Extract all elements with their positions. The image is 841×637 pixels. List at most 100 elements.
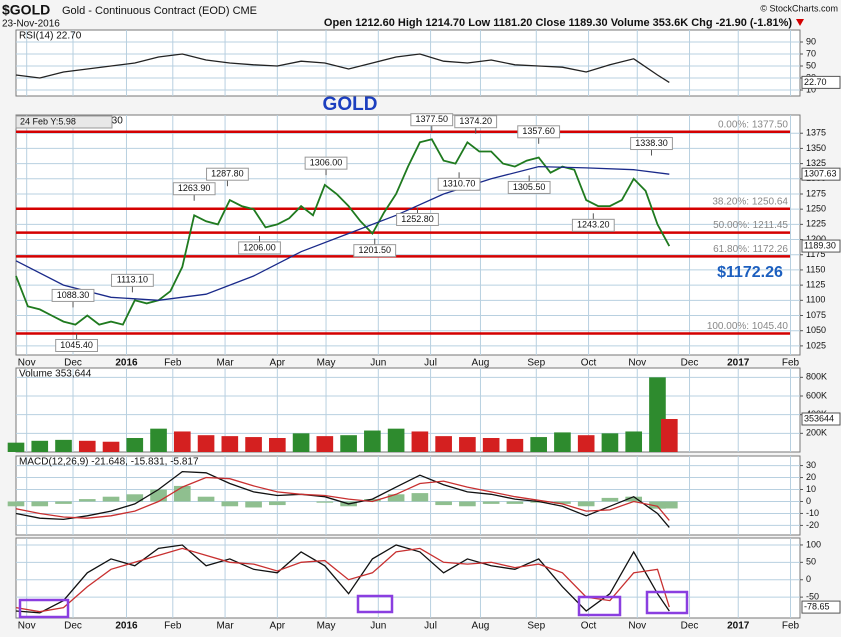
level-label: 38.20%: 1250.64 bbox=[712, 196, 788, 207]
series-line bbox=[15, 53, 670, 83]
y-tick-label: 1200 bbox=[806, 234, 826, 244]
annotation-box bbox=[437, 177, 481, 191]
annotation-box bbox=[410, 113, 454, 127]
bar bbox=[126, 438, 144, 452]
y-tick-label: 1100 bbox=[806, 295, 825, 305]
x-tick-label: Jun bbox=[370, 621, 386, 632]
bar bbox=[150, 489, 167, 502]
last-value-box bbox=[801, 412, 841, 426]
last-value-label: 1189.30 bbox=[804, 240, 836, 250]
bar bbox=[601, 433, 619, 452]
annotation-box bbox=[396, 212, 439, 226]
annotation-box bbox=[111, 273, 154, 287]
y-tick-label: 70 bbox=[806, 48, 816, 58]
x-tick-label: Feb bbox=[164, 358, 182, 369]
x-tick-label: Oct bbox=[581, 358, 597, 369]
chart-title: GOLD bbox=[323, 94, 378, 115]
x-tick-label: Aug bbox=[472, 358, 490, 369]
y-tick-label: 100 bbox=[806, 539, 821, 549]
x-tick-label: Sep bbox=[527, 621, 545, 632]
bar bbox=[387, 494, 405, 502]
x-tick-label: Feb bbox=[782, 621, 800, 632]
bar bbox=[661, 501, 678, 509]
quote: Open 1212.60 High 1214.70 Low 1181.20 Cl… bbox=[324, 17, 792, 29]
x-tick-label: Nov bbox=[628, 621, 646, 632]
bar bbox=[126, 494, 144, 502]
annotation-label: 1113.10 bbox=[117, 275, 148, 285]
x-tick-label: May bbox=[317, 358, 336, 369]
annotation-box bbox=[630, 137, 673, 151]
x-tick-label: 2017 bbox=[727, 621, 750, 632]
bar bbox=[7, 442, 25, 452]
x-tick-label: Dec bbox=[64, 358, 82, 369]
callout: $1172.26 bbox=[717, 264, 783, 281]
level-label: 50.00%: 1211.45 bbox=[713, 220, 788, 231]
annotation-label: 1263.90 bbox=[178, 183, 211, 193]
bar bbox=[482, 501, 500, 504]
annotation-label: 1243.20 bbox=[577, 220, 610, 230]
x-tick-label: Sep bbox=[527, 358, 545, 369]
annotation-label: 1338.30 bbox=[635, 138, 668, 148]
last-value-label: 22.70 bbox=[804, 77, 827, 87]
y-tick-label: 50 bbox=[806, 60, 816, 70]
x-tick-label: Oct bbox=[581, 621, 597, 632]
highlight-box bbox=[356, 594, 394, 614]
symbol: $GOLD bbox=[2, 2, 50, 18]
last-value-box bbox=[801, 75, 841, 89]
bar bbox=[31, 501, 49, 507]
annotation-box bbox=[304, 156, 348, 170]
y-tick-label: 1050 bbox=[806, 325, 826, 335]
x-tick-label: Jul bbox=[424, 621, 437, 632]
bar bbox=[411, 431, 429, 452]
y-tick-label: 1025 bbox=[806, 340, 826, 350]
bar bbox=[554, 432, 571, 452]
bar bbox=[577, 501, 595, 507]
bar bbox=[625, 496, 643, 502]
level-label: 100.00%: 1045.40 bbox=[707, 321, 789, 332]
y-tick-label: 1375 bbox=[806, 128, 826, 138]
y-tick-label: 90 bbox=[806, 36, 816, 46]
y-tick-label: 0 bbox=[806, 574, 811, 584]
annotation-label: 1306.00 bbox=[310, 158, 343, 168]
y-tick-label: 1350 bbox=[806, 143, 826, 153]
tooltip-box bbox=[15, 115, 113, 129]
bar bbox=[530, 437, 547, 452]
annotation-label: 1252.80 bbox=[401, 214, 434, 224]
legend: MACD(12,26,9) -21.648, -15.831, -5.817 bbox=[19, 457, 199, 468]
bar bbox=[197, 435, 215, 452]
bar bbox=[197, 496, 215, 502]
bar bbox=[625, 431, 643, 452]
bar bbox=[482, 438, 500, 452]
x-tick-label: 2016 bbox=[115, 621, 138, 632]
bar bbox=[364, 499, 381, 502]
x-tick-label: 2016 bbox=[115, 358, 138, 369]
annotation-label: 1287.80 bbox=[211, 169, 244, 179]
x-tick-label: Nov bbox=[18, 621, 36, 632]
bar bbox=[411, 493, 429, 502]
annotation-box bbox=[51, 288, 95, 302]
bar bbox=[102, 496, 120, 502]
y-tick-label: 1250 bbox=[806, 204, 826, 214]
bar bbox=[459, 437, 476, 452]
y-tick-label: 1325 bbox=[806, 158, 826, 168]
annotation-box bbox=[206, 167, 249, 181]
last-value-box bbox=[801, 167, 841, 181]
y-tick-label: 1075 bbox=[806, 310, 826, 320]
bar bbox=[316, 501, 334, 503]
bar bbox=[364, 430, 381, 452]
y-tick-label: 10 bbox=[806, 84, 816, 94]
bar bbox=[506, 501, 524, 504]
y-tick-label: 0 bbox=[806, 496, 811, 506]
bar bbox=[245, 501, 262, 508]
y-tick-label: 1125 bbox=[806, 280, 825, 290]
legend: RSI(14) 22.70 bbox=[19, 31, 82, 42]
bar bbox=[173, 485, 191, 502]
annotation-box bbox=[238, 241, 281, 255]
x-tick-label: Jun bbox=[370, 358, 386, 369]
bar bbox=[55, 439, 72, 452]
bar bbox=[269, 438, 286, 452]
bar bbox=[435, 436, 452, 452]
instrument-name: Gold - Continuous Contract (EOD) CME bbox=[62, 5, 257, 17]
annotation-label: 1374.20 bbox=[459, 116, 492, 126]
x-tick-label: Nov bbox=[628, 358, 646, 369]
